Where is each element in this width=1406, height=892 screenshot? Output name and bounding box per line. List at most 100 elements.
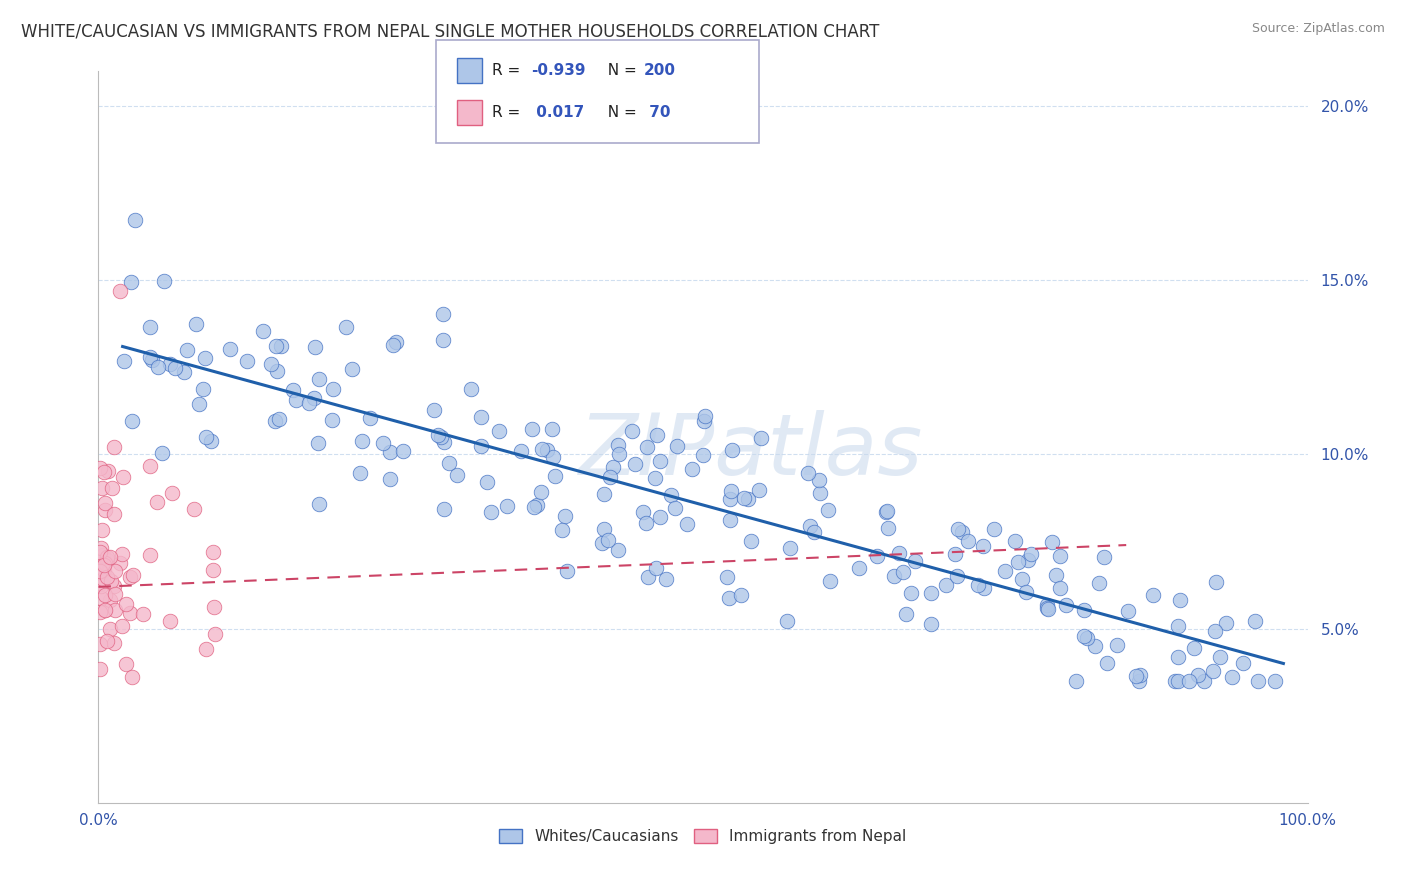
Text: ZIPatlas: ZIPatlas xyxy=(579,410,924,493)
Point xyxy=(803,525,825,540)
Point xyxy=(972,539,994,553)
Point xyxy=(359,411,381,425)
Point xyxy=(1007,555,1029,569)
Point xyxy=(89,574,111,589)
Point xyxy=(967,578,990,592)
Point xyxy=(89,461,111,475)
Point xyxy=(159,614,181,628)
Point xyxy=(1049,581,1071,595)
Point xyxy=(1049,549,1071,564)
Point xyxy=(120,275,142,289)
Point xyxy=(283,383,305,397)
Point xyxy=(950,524,973,539)
Point xyxy=(848,561,870,575)
Point xyxy=(607,447,630,461)
Point xyxy=(526,498,548,512)
Point xyxy=(89,545,111,559)
Text: 0.017: 0.017 xyxy=(531,104,585,120)
Point xyxy=(90,579,112,593)
Text: 200: 200 xyxy=(644,63,676,78)
Point xyxy=(460,382,482,396)
Point xyxy=(302,391,325,405)
Point xyxy=(381,338,404,352)
Point xyxy=(1084,640,1107,654)
Point xyxy=(439,456,461,470)
Point xyxy=(308,497,330,511)
Point xyxy=(749,431,772,445)
Point xyxy=(1097,656,1119,670)
Point xyxy=(1178,673,1201,688)
Point xyxy=(1116,604,1139,618)
Point xyxy=(104,587,127,601)
Point xyxy=(593,486,616,500)
Point xyxy=(202,563,225,577)
Point xyxy=(98,592,121,607)
Text: Source: ZipAtlas.com: Source: ZipAtlas.com xyxy=(1251,22,1385,36)
Point xyxy=(1015,585,1038,599)
Point xyxy=(1054,599,1077,613)
Point xyxy=(122,567,145,582)
Point xyxy=(1125,669,1147,683)
Point xyxy=(94,603,117,617)
Point xyxy=(650,509,672,524)
Point xyxy=(659,488,682,502)
Point xyxy=(335,319,357,334)
Point xyxy=(89,576,111,591)
Point xyxy=(204,599,226,614)
Point xyxy=(692,448,714,462)
Point xyxy=(1092,549,1115,564)
Point xyxy=(470,410,492,425)
Point xyxy=(103,579,125,593)
Point xyxy=(1167,673,1189,688)
Point xyxy=(607,542,630,557)
Point xyxy=(91,481,114,495)
Point xyxy=(681,462,703,476)
Point xyxy=(904,554,927,568)
Point xyxy=(104,603,127,617)
Point xyxy=(218,342,240,356)
Point xyxy=(1205,575,1227,590)
Point xyxy=(818,574,841,588)
Point xyxy=(90,591,112,606)
Text: WHITE/CAUCASIAN VS IMMIGRANTS FROM NEPAL SINGLE MOTHER HOUSEHOLDS CORRELATION CH: WHITE/CAUCASIAN VS IMMIGRANTS FROM NEPAL… xyxy=(21,22,880,40)
Point xyxy=(89,637,111,651)
Point xyxy=(554,508,576,523)
Point xyxy=(496,499,519,513)
Point xyxy=(1192,673,1215,688)
Point xyxy=(606,438,628,452)
Point xyxy=(523,500,546,514)
Point xyxy=(163,361,186,376)
Point xyxy=(593,523,616,537)
Point xyxy=(90,541,112,555)
Point xyxy=(620,424,643,438)
Point xyxy=(1232,656,1254,670)
Legend: Whites/Caucasians, Immigrants from Nepal: Whites/Caucasians, Immigrants from Nepal xyxy=(494,822,912,850)
Point xyxy=(648,453,671,467)
Text: R =: R = xyxy=(492,104,526,120)
Point xyxy=(1036,602,1059,616)
Point xyxy=(93,558,115,572)
Point xyxy=(1243,615,1265,629)
Point xyxy=(551,524,574,538)
Point xyxy=(91,572,114,586)
Point xyxy=(522,422,544,436)
Point xyxy=(91,523,114,537)
Point xyxy=(378,445,401,459)
Point xyxy=(89,564,111,578)
Point xyxy=(716,570,738,584)
Point xyxy=(797,466,820,480)
Point xyxy=(98,550,121,565)
Point xyxy=(384,334,406,349)
Point xyxy=(200,434,222,448)
Point xyxy=(1247,673,1270,688)
Point xyxy=(235,354,257,368)
Point xyxy=(146,359,169,374)
Point xyxy=(718,491,741,506)
Point xyxy=(124,213,146,227)
Point xyxy=(717,591,740,606)
Point xyxy=(426,428,449,442)
Text: N =: N = xyxy=(598,104,641,120)
Point xyxy=(266,364,288,378)
Point xyxy=(1040,535,1063,549)
Point xyxy=(100,574,122,589)
